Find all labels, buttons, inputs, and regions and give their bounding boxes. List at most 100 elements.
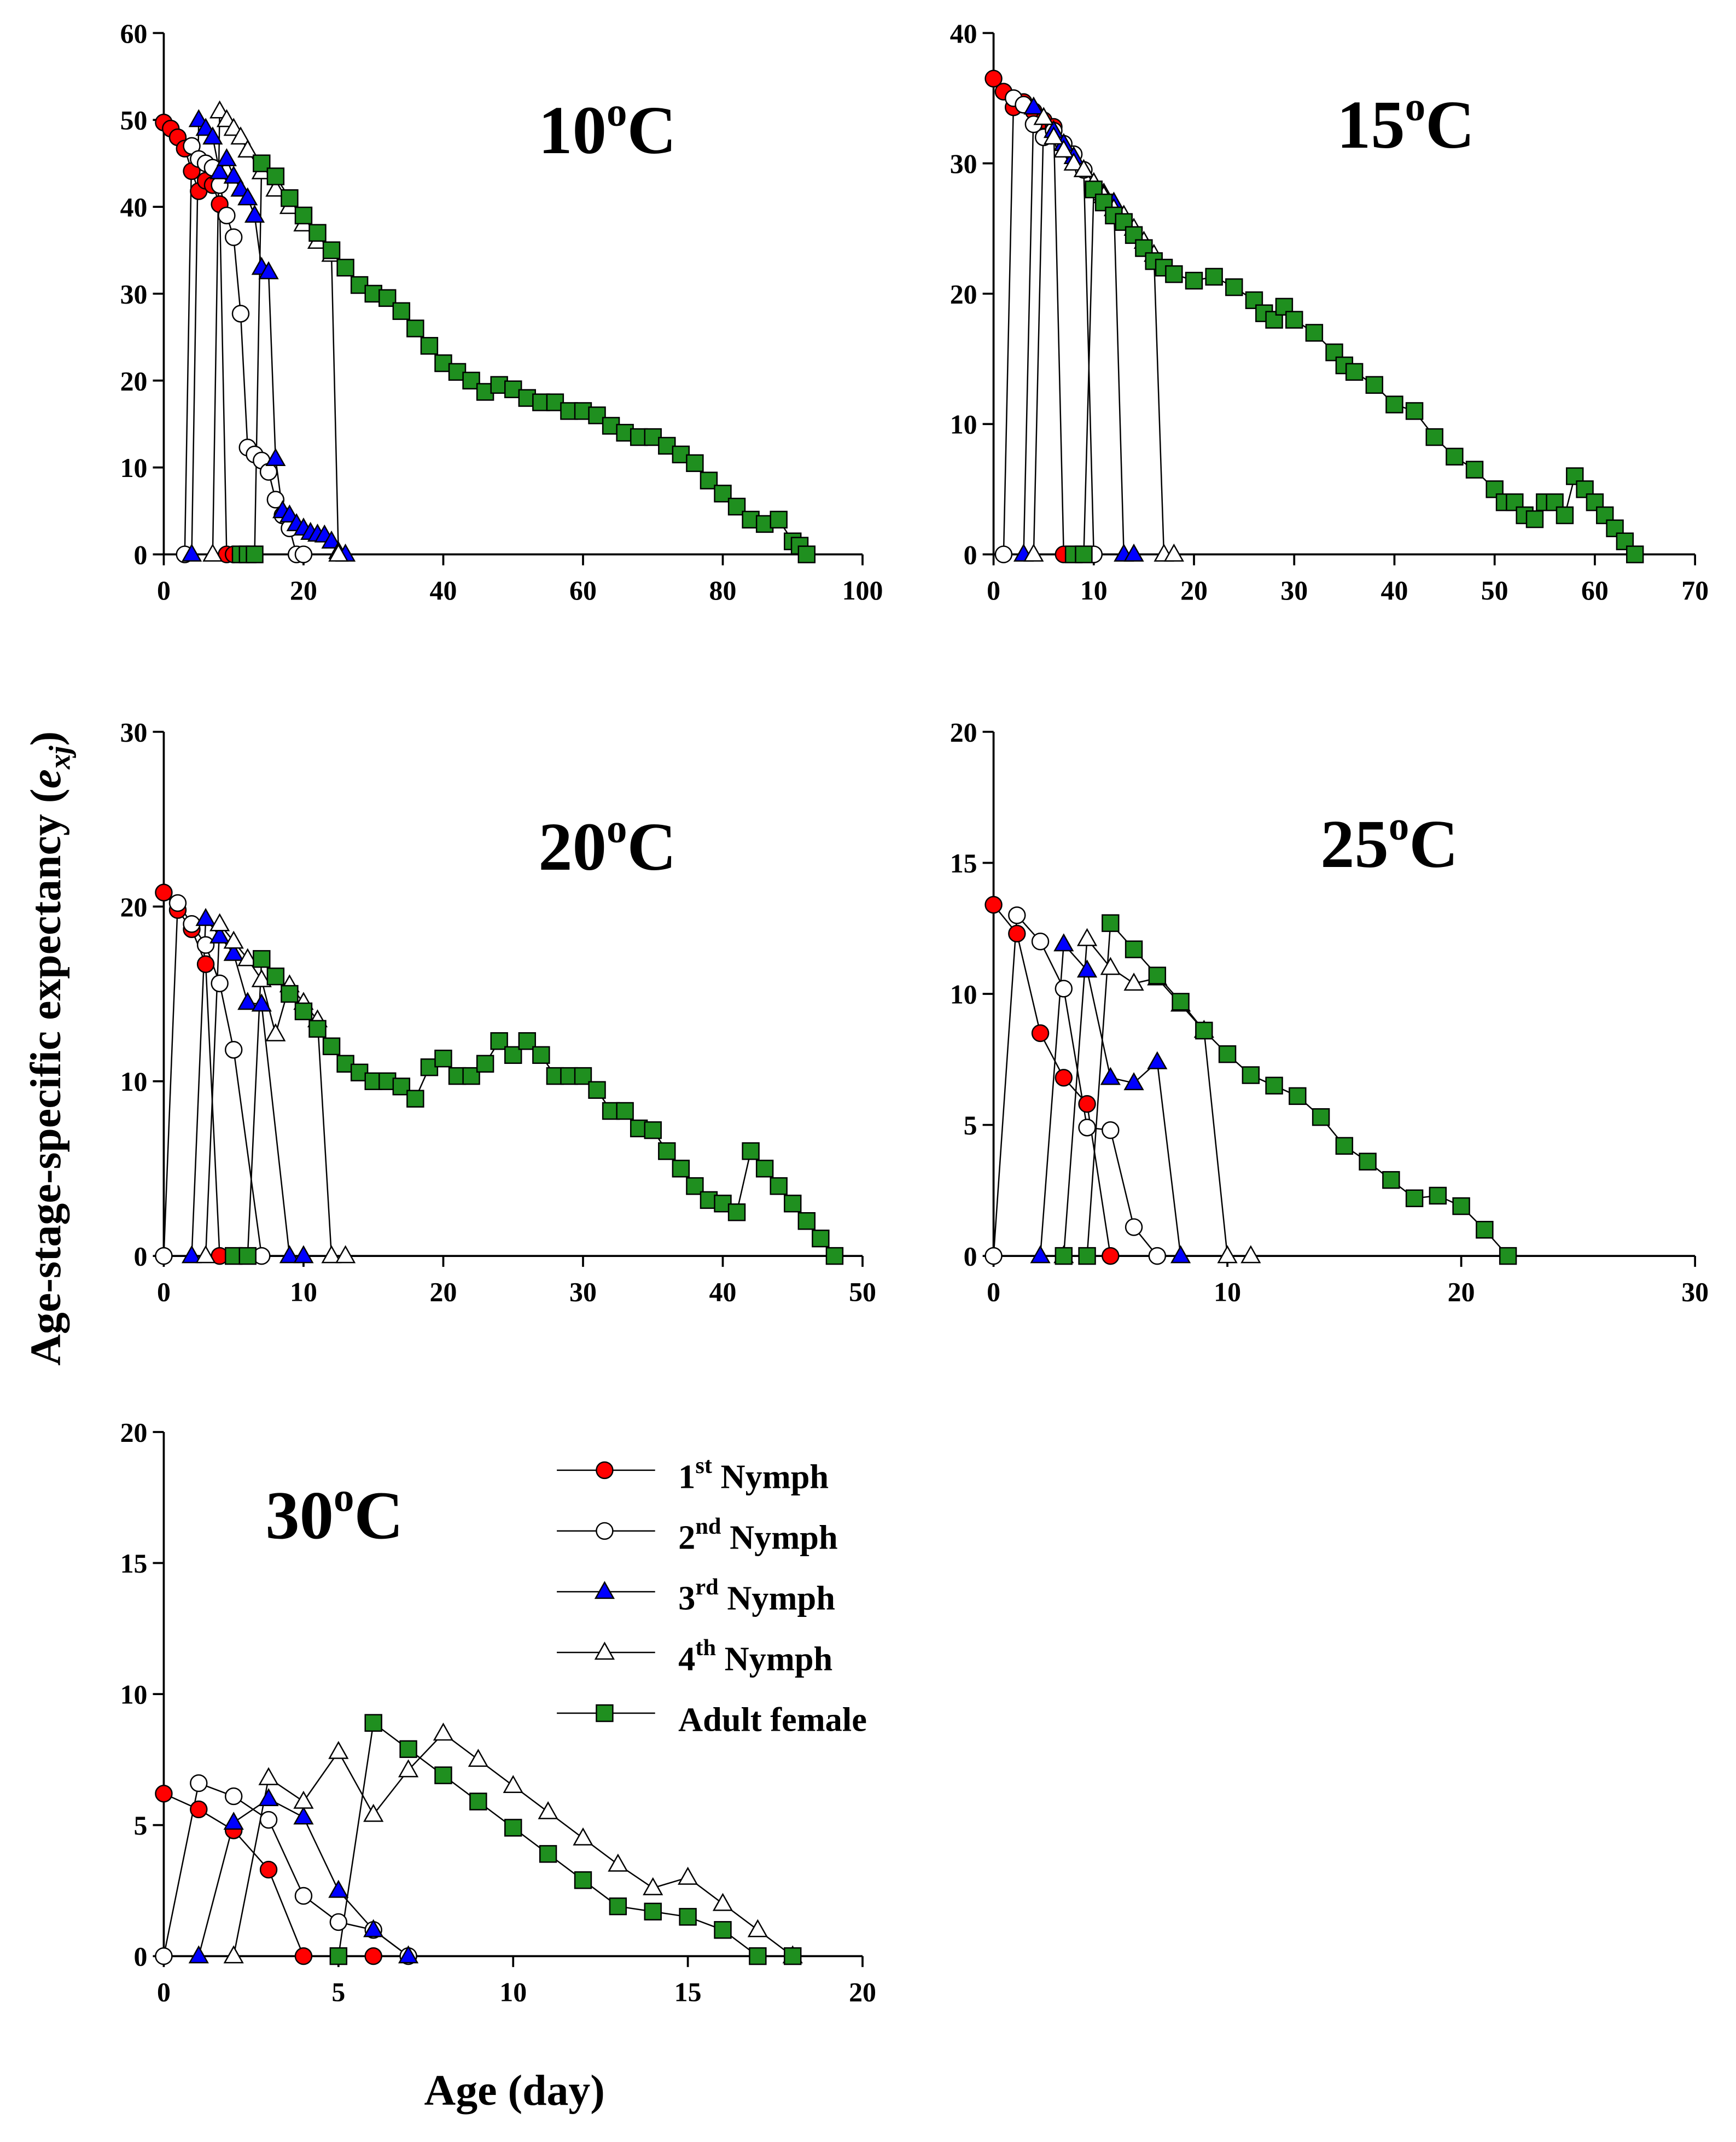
legend-marker (596, 1461, 614, 1480)
y-tick-label: 20 (120, 892, 148, 922)
y-tick-label: 0 (964, 1242, 977, 1272)
point (322, 1037, 341, 1056)
point (1023, 543, 1044, 562)
point (1446, 447, 1464, 466)
point (308, 1020, 327, 1038)
point (984, 1247, 1003, 1265)
point (1546, 493, 1564, 511)
point (1359, 1153, 1377, 1171)
x-tick-label: 30 (1681, 1277, 1709, 1307)
point (202, 543, 223, 562)
point (1075, 545, 1093, 563)
point (195, 1245, 216, 1264)
point (1165, 265, 1183, 283)
y-tick-label: 0 (134, 1242, 148, 1272)
y-tick-label: 5 (964, 1110, 977, 1140)
point (294, 1002, 313, 1021)
point (770, 1177, 788, 1195)
point (1217, 1245, 1238, 1264)
point (1626, 545, 1644, 563)
panel-title: 15oC (1337, 84, 1475, 162)
point (168, 894, 187, 912)
x-tick-label: 20 (430, 1277, 457, 1307)
point (209, 925, 230, 944)
point (1125, 1218, 1143, 1236)
y-tick-label: 0 (134, 1942, 148, 1972)
point (363, 1803, 384, 1822)
series-line (993, 904, 1111, 1256)
point (1265, 1076, 1283, 1095)
point (504, 1819, 522, 1837)
point (1063, 152, 1084, 171)
point (281, 985, 299, 1003)
point (336, 259, 354, 277)
y-tick-label: 0 (134, 540, 148, 570)
point (266, 967, 285, 986)
point (237, 139, 258, 158)
x-tick-label: 10 (1080, 575, 1108, 606)
point (1078, 1119, 1096, 1137)
point (433, 1722, 454, 1741)
point (1055, 1069, 1073, 1087)
point (258, 261, 279, 280)
panel: 0 5 10 15 20 0 10 20 30 25oC (950, 717, 1709, 1307)
y-tick-label: 30 (120, 717, 148, 747)
panel: 0 5 10 15 20 0 5 10 15 20 30oC 1st Nymph 2nd Nymph 3r… (120, 1417, 876, 2007)
point (1499, 1247, 1517, 1265)
y-tick-label: 10 (120, 453, 148, 483)
point (503, 1775, 523, 1794)
y-tick-label: 60 (120, 19, 148, 49)
panel: 0 10 20 30 0 10 20 30 40 50 20oC (120, 717, 876, 1307)
point (398, 1945, 419, 1964)
point (281, 189, 299, 207)
point (231, 305, 250, 323)
point (588, 1081, 606, 1099)
legend-marker (596, 1522, 614, 1540)
point (1033, 107, 1054, 125)
point (209, 161, 230, 179)
point (265, 178, 286, 197)
point (984, 69, 1003, 88)
point (266, 491, 285, 509)
point (223, 1945, 244, 1964)
point (155, 1784, 173, 1803)
point (230, 126, 251, 145)
point (469, 1792, 487, 1811)
point (406, 319, 424, 337)
point (1031, 932, 1050, 951)
point (279, 1245, 300, 1264)
point (1172, 993, 1190, 1011)
x-tick-label: 80 (709, 575, 737, 606)
point (609, 1897, 627, 1916)
point (237, 992, 258, 1010)
x-tick-label: 10 (1214, 1277, 1241, 1307)
point (616, 1102, 634, 1120)
x-tick-label: 30 (1280, 575, 1308, 606)
y-tick-label: 40 (120, 193, 148, 223)
point (984, 895, 1003, 914)
point (259, 1860, 278, 1879)
point (1102, 1247, 1120, 1265)
point (1145, 252, 1163, 270)
point (812, 1229, 830, 1248)
point (329, 1947, 348, 1965)
point (797, 545, 816, 563)
point (434, 1766, 452, 1784)
point (237, 187, 258, 206)
point (188, 1945, 209, 1964)
point (1205, 267, 1223, 286)
point (1185, 271, 1203, 290)
point (574, 1871, 592, 1889)
x-tick-label: 40 (1381, 575, 1408, 606)
point (1289, 1087, 1307, 1105)
point (504, 1046, 522, 1064)
point (211, 974, 229, 993)
point (238, 1247, 257, 1265)
point (1525, 510, 1544, 528)
x-tick-label: 60 (1581, 575, 1609, 606)
y-tick-label: 40 (950, 19, 977, 49)
point (1125, 940, 1143, 958)
point (218, 206, 236, 225)
x-tick-label: 100 (842, 575, 883, 606)
y-tick-label: 10 (950, 410, 977, 440)
